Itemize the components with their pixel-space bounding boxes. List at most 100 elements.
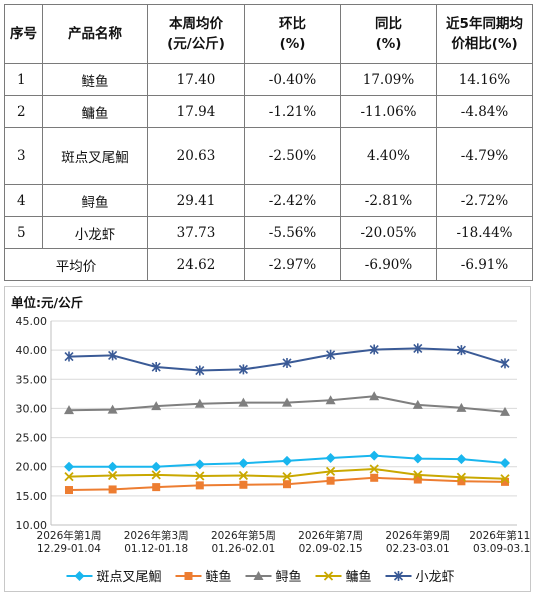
data-point [239, 480, 248, 489]
data-point [369, 344, 379, 355]
table-row: 5 小龙虾 37.73 -5.56% -20.05% -18.44% [4, 216, 533, 249]
price-trend-chart: 单位:元/公斤 10.00 15.00 20.00 25.00 30.00 35.00 40… [4, 286, 531, 592]
data-point [194, 459, 205, 470]
data-point [325, 466, 336, 477]
data-point [107, 461, 118, 472]
data-point [323, 571, 334, 581]
header-name: 产品名称 [42, 4, 148, 64]
data-point [282, 357, 292, 368]
table-row: 3 斑点叉尾鮰 20.63 -2.50% 4.40% -4.79% [4, 127, 533, 185]
data-point [326, 476, 335, 485]
chart-canvas: 10.00 15.00 20.00 25.00 30.00 35.00 40.00 45.00… [16, 315, 531, 585]
legend-item: 斑点叉尾鮰 [66, 570, 162, 585]
price-table: 序号 产品名称 本周均价 (元/公斤) 环比 (%) 同比 (%) 近5年同期均 价相比… [4, 4, 533, 281]
data-point [501, 477, 509, 486]
data-point [108, 350, 118, 361]
data-point [282, 455, 292, 466]
data-point [238, 458, 249, 469]
data-point [74, 571, 85, 581]
data-point [500, 474, 510, 484]
data-point [456, 402, 467, 412]
data-point [412, 453, 423, 464]
data-point [253, 571, 264, 580]
legend-item: 鲟鱼 [245, 569, 302, 585]
cell-name: 小龙虾 [42, 216, 148, 249]
y-tick-label: 30.00 [16, 402, 48, 415]
legend-label: 斑点叉尾鮰 [97, 570, 162, 585]
x-tick-label: 12.29-01.04 [37, 543, 101, 555]
data-point [500, 358, 510, 369]
cell-five-year: -18.44% [436, 216, 533, 249]
cell-yoy: -11.06% [340, 95, 437, 128]
header-price: 本周均价 (元/公斤) [147, 4, 245, 64]
data-point [194, 398, 205, 408]
data-point [413, 470, 423, 480]
data-point [238, 397, 249, 407]
data-point [413, 343, 423, 354]
data-point [195, 471, 205, 481]
x-tick-label: 2026年第9周 [385, 529, 450, 542]
x-tick-label: 01.12-01.18 [124, 543, 188, 555]
data-point [282, 471, 292, 482]
legend-label: 小龙虾 [416, 570, 455, 585]
data-point [151, 461, 162, 472]
data-point [413, 475, 422, 484]
cell-average-label: 平均价 [4, 248, 148, 281]
data-point [456, 472, 467, 482]
data-point [64, 471, 74, 482]
table-average-row: 平均价 24.62 -2.97% -6.90% -6.91% [4, 248, 533, 281]
x-tick-label: 2026年第5周 [211, 529, 276, 542]
header-five-year: 近5年同期均 价相比(%) [436, 4, 533, 64]
cell-five-year: 14.16% [436, 63, 533, 96]
y-tick-label: 20.00 [16, 461, 48, 474]
x-tick-label: 02.09-02.15 [299, 543, 363, 555]
data-point [108, 485, 117, 494]
cell-mom: -1.21% [244, 95, 341, 128]
legend-item: 鲢鱼 [175, 569, 232, 585]
legend-item: 小龙虾 [385, 570, 455, 585]
legend-item: 鳙鱼 [315, 569, 372, 585]
data-point [151, 362, 161, 373]
cell-name: 鲢鱼 [42, 63, 148, 96]
header-no: 序号 [4, 4, 43, 64]
cell-name: 鳙鱼 [42, 95, 148, 128]
data-point [393, 571, 404, 581]
x-tick-label: 02.23-03.01 [386, 543, 450, 555]
cell-no: 2 [4, 95, 43, 128]
data-point [369, 391, 380, 401]
legend-label: 鲢鱼 [206, 569, 232, 585]
data-point [151, 401, 162, 411]
data-point [238, 364, 248, 375]
cell-price: 29.41 [147, 184, 245, 217]
data-point [64, 461, 74, 472]
cell-price: 17.94 [147, 95, 245, 128]
data-point [457, 477, 466, 486]
data-point [369, 464, 379, 474]
series-4 [64, 464, 510, 484]
cell-mom: -2.42% [244, 184, 341, 217]
cell-name: 斑点叉尾鮰 [42, 127, 148, 185]
cell-price: 20.63 [147, 127, 245, 185]
data-point [456, 345, 466, 356]
cell-price: 17.40 [147, 63, 245, 96]
legend-label: 鳙鱼 [346, 569, 372, 585]
cell-yoy: 4.40% [340, 127, 437, 185]
data-point [282, 397, 292, 407]
x-tick-label: 2026年第7周 [298, 529, 363, 542]
series-5 [64, 343, 510, 376]
cell-yoy: -20.05% [340, 216, 437, 249]
x-tick-label: 03.09-03.15 [473, 543, 530, 555]
data-point [412, 399, 423, 409]
data-point [151, 470, 161, 480]
series-1 [64, 450, 510, 472]
table-header-row: 序号 产品名称 本周均价 (元/公斤) 环比 (%) 同比 (%) 近5年同期均 价相比… [4, 4, 533, 64]
cell-price: 24.62 [147, 248, 245, 281]
cell-no: 3 [4, 127, 43, 185]
data-point [500, 406, 510, 416]
cell-yoy: -6.90% [340, 248, 437, 281]
x-tick-label: 01.26-02.01 [211, 543, 275, 555]
data-point [195, 365, 205, 376]
data-point [107, 470, 118, 481]
cell-no: 4 [4, 184, 43, 217]
data-point [326, 349, 336, 360]
